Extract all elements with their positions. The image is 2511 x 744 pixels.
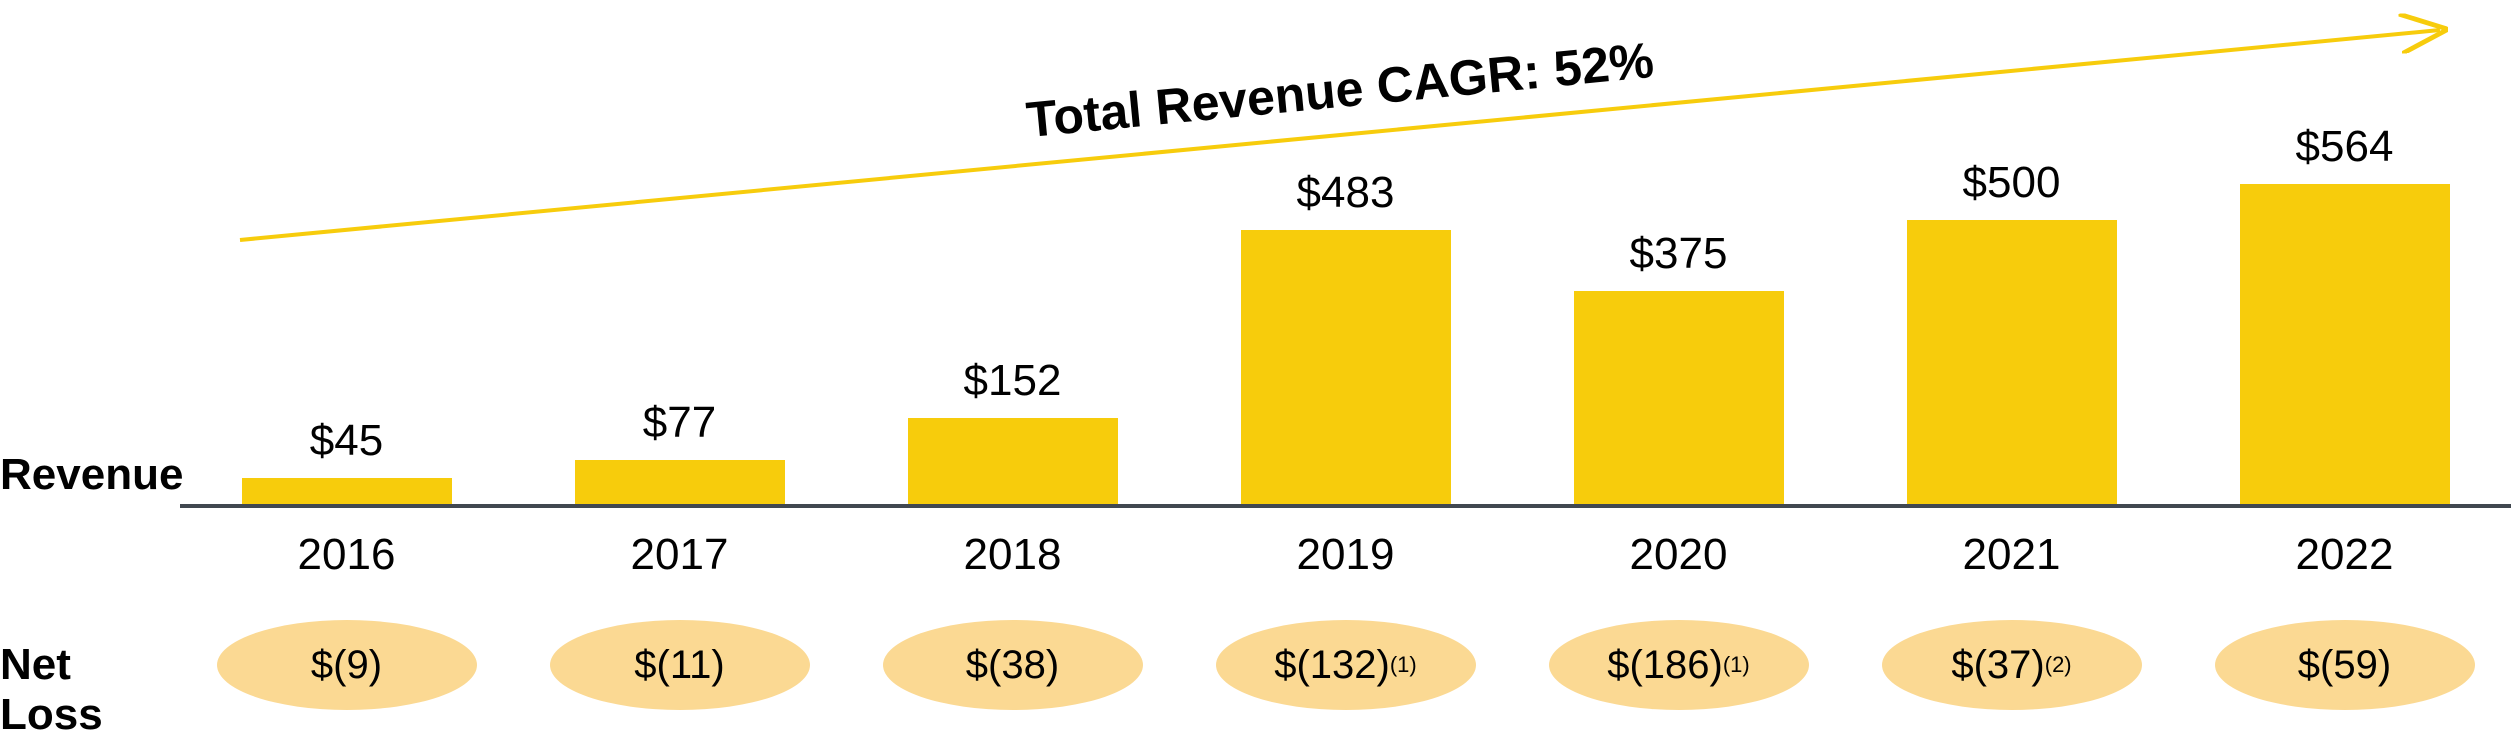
net-loss-pill: $(38) bbox=[883, 620, 1143, 710]
year-label: 2022 bbox=[2178, 530, 2511, 580]
year-label: 2019 bbox=[1179, 530, 1512, 580]
year-label: 2018 bbox=[846, 530, 1179, 580]
net-loss-row: $(9) $(11) $(38) $(132)(1) $(186)(1) $(37)(2)… bbox=[180, 620, 2511, 710]
bar bbox=[1907, 220, 2117, 504]
net-loss-value: $(38) bbox=[966, 643, 1059, 688]
net-loss-axis-label: Net Loss bbox=[0, 640, 180, 740]
bar-value-label: $152 bbox=[964, 356, 1062, 406]
net-loss-value: $(37) bbox=[1951, 643, 2044, 688]
net-loss-pill: $(11) bbox=[550, 620, 810, 710]
plot-area: Total Revenue CAGR: 52% $45$77$152$483$3… bbox=[180, 0, 2511, 744]
bar-cell: $483 bbox=[1179, 168, 1512, 504]
bar-cell: $45 bbox=[180, 416, 513, 504]
x-axis-baseline bbox=[180, 504, 2511, 508]
bar bbox=[908, 418, 1118, 504]
net-loss-pill: $(37)(2) bbox=[1882, 620, 2142, 710]
net-loss-cell: $(11) bbox=[513, 620, 846, 710]
bar-cell: $375 bbox=[1512, 229, 1845, 504]
bars-row: $45 $77 $152 $483 $375 $500 $564 bbox=[180, 0, 2511, 504]
bar-value-label: $375 bbox=[1630, 229, 1728, 279]
net-loss-value: $(186) bbox=[1607, 643, 1723, 688]
year-label: 2016 bbox=[180, 530, 513, 580]
bar bbox=[1574, 291, 1784, 504]
net-loss-pill: $(9) bbox=[217, 620, 477, 710]
net-loss-cell: $(132)(1) bbox=[1179, 620, 1512, 710]
year-label: 2021 bbox=[1845, 530, 2178, 580]
bar-cell: $152 bbox=[846, 356, 1179, 504]
bar bbox=[242, 478, 452, 504]
net-loss-value: $(9) bbox=[311, 643, 382, 688]
bar-value-label: $483 bbox=[1297, 168, 1395, 218]
bar-value-label: $500 bbox=[1963, 158, 2061, 208]
years-row: 2016201720182019202020212022 bbox=[180, 530, 2511, 580]
net-loss-cell: $(38) bbox=[846, 620, 1179, 710]
bar-value-label: $564 bbox=[2296, 122, 2394, 172]
revenue-axis-label: Revenue bbox=[0, 450, 183, 500]
bar bbox=[1241, 230, 1451, 504]
bar-value-label: $45 bbox=[310, 416, 383, 466]
year-label: 2017 bbox=[513, 530, 846, 580]
net-loss-pill: $(59) bbox=[2215, 620, 2475, 710]
net-loss-cell: $(59) bbox=[2178, 620, 2511, 710]
net-loss-value: $(59) bbox=[2298, 643, 2391, 688]
net-loss-pill: $(186)(1) bbox=[1549, 620, 1809, 710]
revenue-chart: Revenue Net Loss Total Revenue CAGR: 52%… bbox=[0, 0, 2511, 744]
net-loss-cell: $(9) bbox=[180, 620, 513, 710]
net-loss-value: $(11) bbox=[634, 643, 724, 688]
bar bbox=[575, 460, 785, 504]
bar bbox=[2240, 184, 2450, 504]
year-label: 2020 bbox=[1512, 530, 1845, 580]
net-loss-value: $(132) bbox=[1274, 643, 1390, 688]
bar-cell: $500 bbox=[1845, 158, 2178, 504]
bar-cell: $77 bbox=[513, 398, 846, 504]
bar-cell: $564 bbox=[2178, 122, 2511, 504]
net-loss-cell: $(37)(2) bbox=[1845, 620, 2178, 710]
net-loss-pill: $(132)(1) bbox=[1216, 620, 1476, 710]
net-loss-cell: $(186)(1) bbox=[1512, 620, 1845, 710]
bar-value-label: $77 bbox=[643, 398, 716, 448]
